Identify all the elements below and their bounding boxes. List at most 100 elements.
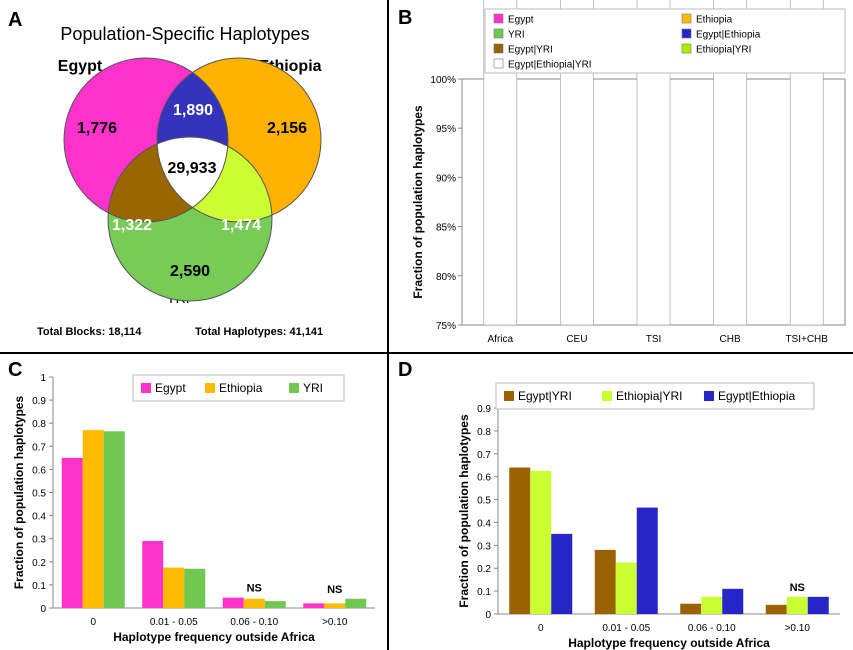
y-tick-label-c: 0.1	[32, 581, 46, 592]
x-axis-label-d: Haplotype frequency outside Africa	[568, 636, 770, 650]
bar-0-06-0-10-ethiopia	[243, 598, 265, 608]
legend-swatch-b	[493, 43, 504, 54]
bar-0-06-0-10-egypt-yri	[680, 603, 702, 614]
bar-0-01-0-05-yri	[184, 568, 206, 608]
y-tick-label-c: 0.7	[32, 442, 46, 453]
y-tick-label-c: 0.5	[32, 489, 46, 500]
y-tick-label-d: 0	[485, 610, 491, 621]
y-axis-label-b: Fraction of population haplotypes	[411, 105, 425, 299]
panel-a-letter: A	[8, 9, 22, 31]
bar-0-egypt-yri	[509, 467, 531, 614]
x-tick-label-c: 0.01 - 0.05	[150, 617, 198, 628]
panel-b-letter: B	[398, 7, 412, 29]
y-tick-label-b: 95%	[436, 124, 456, 135]
bar-0-01-0-05-egypt-yri	[594, 549, 616, 614]
panel-d-letter: D	[398, 359, 412, 381]
y-tick-label-c: 0.2	[32, 558, 46, 569]
legend-swatch-d	[704, 391, 714, 401]
legend-swatch-b	[681, 28, 692, 39]
venn-value-ethiopia-yri: 1,474	[221, 217, 261, 234]
venn-label-egypt: Egypt	[58, 58, 103, 75]
legend-swatch-c	[289, 383, 299, 393]
y-axis-label-c: Fraction of population haplotypes	[12, 396, 26, 590]
legend-b	[484, 8, 846, 74]
legend-label-c: Ethiopia	[219, 381, 263, 395]
legend-swatch-b	[681, 43, 692, 54]
x-tick-label-c: >0.10	[322, 617, 348, 628]
bar-0-10-yri	[345, 598, 367, 608]
y-tick-label-c: 0.3	[32, 535, 46, 546]
bar-0-01-0-05-egypt	[142, 541, 164, 608]
legend-d	[495, 382, 815, 410]
y-tick-label-d: 0.5	[477, 496, 491, 507]
bar-0-06-0-10-yri	[264, 601, 286, 608]
x-tick-label-b: TSI	[646, 334, 662, 345]
annotation-ns-c: NS	[247, 583, 262, 595]
bar-0-egypt-ethiopia	[551, 533, 573, 614]
y-tick-label-b: 100%	[430, 75, 456, 86]
panel-a: A Population-Specific Haplotypes Egypt E…	[8, 9, 323, 338]
legend-swatch-c	[141, 383, 151, 393]
legend-label-b: Egypt|YRI	[508, 45, 553, 56]
venn-outline-yri	[107, 136, 273, 302]
legend-swatch-b	[493, 13, 504, 24]
x-tick-label-c: 0	[90, 617, 96, 628]
legend-label-c: Egypt	[155, 381, 186, 395]
total-haplotypes: Total Haplotypes: 41,141	[195, 326, 323, 338]
x-tick-label-b: Africa	[488, 334, 514, 345]
x-tick-label-b: CEU	[566, 334, 587, 345]
venn-outline-egypt	[63, 57, 229, 223]
panel-c-letter: C	[8, 359, 22, 381]
x-tick-label-d: 0	[538, 623, 544, 634]
venn-title: Population-Specific Haplotypes	[60, 24, 309, 44]
legend-label-b: Egypt|Ethiopia	[696, 30, 761, 41]
y-tick-label-c: 0.4	[32, 512, 46, 523]
legend-swatch-b	[493, 58, 504, 69]
y-tick-label-b: 90%	[436, 173, 456, 184]
bar-0-ethiopia-yri	[530, 470, 552, 614]
y-tick-label-c: 0.6	[32, 465, 46, 476]
legend-label-d: Egypt|YRI	[518, 389, 572, 403]
legend-swatch-b	[493, 28, 504, 39]
legend-swatch-b	[681, 13, 692, 24]
y-tick-label-d: 0.7	[477, 450, 491, 461]
venn-outline-ethiopia	[156, 57, 322, 223]
y-tick-label-b: 75%	[436, 321, 456, 332]
legend-label-b: YRI	[508, 30, 525, 41]
chart-b: 75% 80% 85% 90% 95% 100% Fraction of populatio…	[411, 0, 846, 345]
x-tick-label-d: 0.01 - 0.05	[602, 623, 650, 634]
bar-0-ethiopia	[82, 430, 104, 608]
x-tick-label-d: 0.06 - 0.10	[688, 623, 736, 634]
y-tick-label-d: 0.2	[477, 564, 491, 575]
legend-label-d: Egypt|Ethiopia	[718, 389, 795, 403]
y-tick-label-d: 0.1	[477, 587, 491, 598]
bar-0-01-0-05-ethiopia	[163, 567, 185, 608]
bar-0-yri	[103, 431, 125, 608]
y-tick-label-c: 0.9	[32, 396, 46, 407]
x-tick-label-d: >0.10	[785, 623, 811, 634]
legend-label-b: Egypt	[508, 15, 534, 26]
legend-label-c: YRI	[303, 381, 323, 395]
y-tick-label-c: 0.8	[32, 419, 46, 430]
venn-value-all: 29,933	[168, 160, 217, 177]
y-tick-label-c: 1	[40, 373, 46, 384]
legend-label-b: Ethiopia	[696, 15, 733, 26]
y-tick-label-d: 0.8	[477, 427, 491, 438]
bar-0-10-egypt	[303, 603, 325, 608]
annotation-ns-c: NS	[327, 584, 342, 596]
legend-c	[132, 374, 345, 402]
bar-0-01-0-05-ethiopia-yri	[615, 562, 637, 614]
venn-value-ethiopia-only: 2,156	[267, 120, 307, 137]
total-blocks: Total Blocks: 18,114	[37, 326, 142, 338]
bar-0-egypt	[61, 457, 83, 608]
x-axis-label-c: Haplotype frequency outside Africa	[113, 630, 315, 644]
legend-swatch-d	[602, 391, 612, 401]
bar-0-10-ethiopia-yri	[786, 596, 808, 614]
y-tick-label-d: 0.6	[477, 473, 491, 484]
bar-0-01-0-05-egypt-ethiopia	[636, 507, 658, 614]
legend-swatch-c	[205, 383, 215, 393]
legend-swatch-d	[504, 391, 514, 401]
y-tick-label-b: 85%	[436, 223, 456, 234]
chart-d: 0 0.1 0.2 0.3 0.4 0.5 0.6 0.7 0.8 0.9 Fraction of …	[457, 382, 840, 650]
bar-0-06-0-10-egypt-ethiopia	[722, 588, 744, 614]
